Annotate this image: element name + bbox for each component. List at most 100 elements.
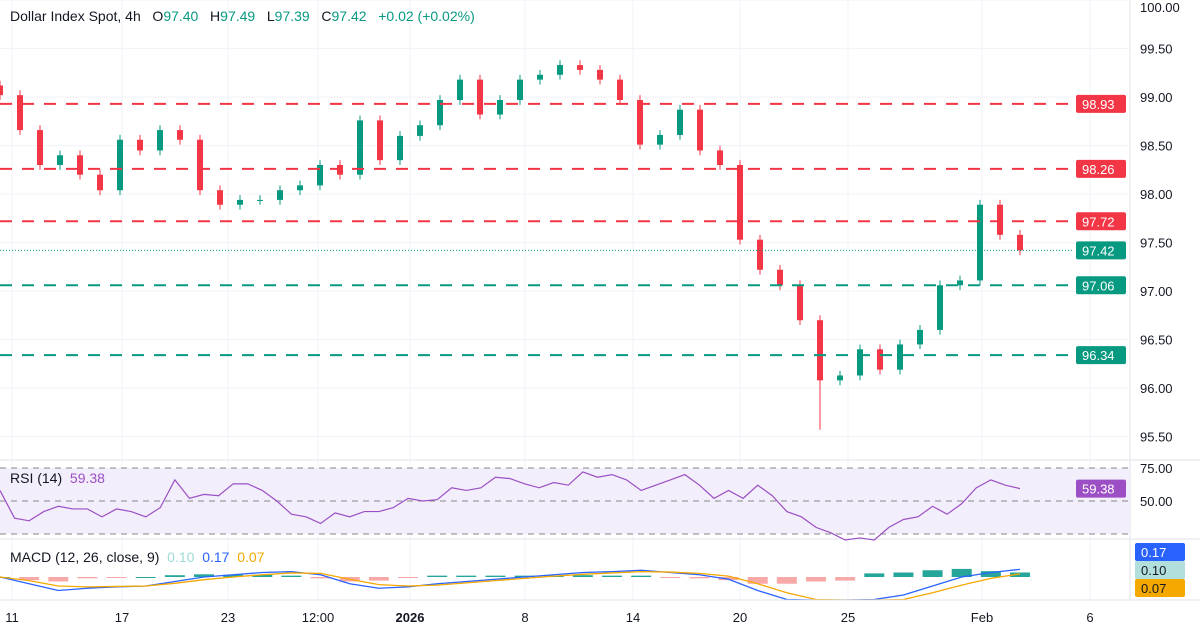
high-value: 97.49 [220,8,256,24]
macd-histogram-bar [893,572,914,577]
candle-body [717,150,723,165]
macd-histogram-bar [252,574,273,577]
hist-value: 0.10 [167,549,195,565]
macd-histogram-bar [572,575,593,577]
y-tick-label: 96.50 [1140,333,1173,348]
candle-body [737,165,743,240]
close-value: 97.42 [331,8,367,24]
candle-body [357,120,363,175]
y-tick-label: 100.00 [1140,0,1180,15]
candle-body [977,204,983,281]
last-price-label: 97.42 [1082,243,1115,258]
candle-body [457,79,463,101]
y-tick-label: 97.00 [1140,284,1173,299]
candle-body [557,65,563,75]
macd-histogram-bar [660,577,681,578]
candle-body [897,344,903,370]
open-label: O [152,8,164,24]
x-tick-label: 17 [115,610,129,625]
macd-axis-bg [1135,579,1185,597]
macd-histogram-bar [19,577,40,581]
y-tick-label: 98.50 [1140,139,1173,154]
candle-body [197,139,203,191]
candle-body [697,109,703,151]
candle-body [437,100,443,126]
candle-body [37,130,43,165]
signal-value: 0.07 [237,549,265,565]
candle-body [117,139,123,191]
rsi-value: 59.38 [69,470,105,486]
macd-histogram-bar [194,574,214,577]
candle-body [317,165,323,186]
x-tick-label: 12:00 [302,610,335,625]
rsi-axis-label: 59.38 [1082,482,1115,497]
level-label-bg [1076,276,1126,295]
candle-body [537,74,543,80]
candle-body [497,100,503,115]
x-tick-label: 8 [521,610,528,625]
candle-body [17,95,23,131]
rsi-tick-label: 50.00 [1140,494,1173,509]
macd-histogram-bar [980,571,1001,577]
candle-body [257,199,263,201]
level-label: 97.06 [1082,278,1115,293]
macd-histogram-bar [776,577,797,584]
level-label: 98.26 [1082,162,1115,177]
candle-body [597,69,603,80]
x-tick-label: 23 [221,610,235,625]
macd-axis-label: 0.17 [1141,545,1166,560]
candle-body [777,269,783,286]
macd-histogram-bar [48,577,69,582]
x-tick-label: 2026 [396,610,425,625]
macd-axis-bg [1135,543,1185,561]
candle-body [277,190,283,200]
macd-histogram-bar [485,575,506,577]
macd-histogram-bar [164,575,185,577]
macd-histogram-bar [77,577,98,579]
candle-body [617,79,623,101]
macd-histogram-bar [514,575,535,577]
low-label: L [266,8,275,24]
x-tick-label: 14 [626,610,640,625]
macd-legend: MACD (12, 26, close, 9) 0.10 0.17 0.07 [10,549,264,565]
rsi-legend: RSI (14) 59.38 [10,470,105,486]
level-label-bg [1076,212,1126,231]
high-label: H [210,8,221,24]
macd-histogram-bar [368,577,389,581]
last-price-label-bg [1076,241,1126,260]
candle-body [797,285,803,321]
candle-body [677,109,683,135]
candle-body [237,199,243,205]
y-tick-label: 96.00 [1140,381,1173,396]
candle-body [817,320,823,381]
macd-histogram-bar [602,575,622,577]
macd-histogram-bar [398,577,418,578]
level-label: 97.72 [1082,214,1115,229]
candle-body [577,65,583,70]
candle-body [0,85,3,96]
rsi-tick-label: 75.00 [1140,461,1173,476]
macd-histogram-bar [310,577,331,579]
candle-body [77,155,83,175]
candle-body [177,130,183,140]
macd-title: MACD (12, 26, close, 9) [10,549,160,565]
rsi-line [0,471,1021,541]
level-label-bg [1076,94,1126,113]
candle-body [1017,234,1023,251]
candle-body [837,375,843,381]
macd-histogram-bar [281,575,302,577]
candle-body [217,190,223,205]
level-label-bg [1076,159,1126,178]
macd-axis-label: 0.07 [1141,581,1166,596]
y-tick-label: 97.50 [1140,236,1173,251]
macd-histogram-bar [806,577,826,582]
y-tick-label: 99.50 [1140,42,1173,57]
candle-body [297,185,303,191]
y-tick-label: 98.00 [1140,187,1173,202]
candle-body [877,349,883,370]
x-tick-label: 25 [841,610,855,625]
macd-value: 0.17 [202,549,230,565]
y-tick-label: 95.50 [1140,430,1173,445]
